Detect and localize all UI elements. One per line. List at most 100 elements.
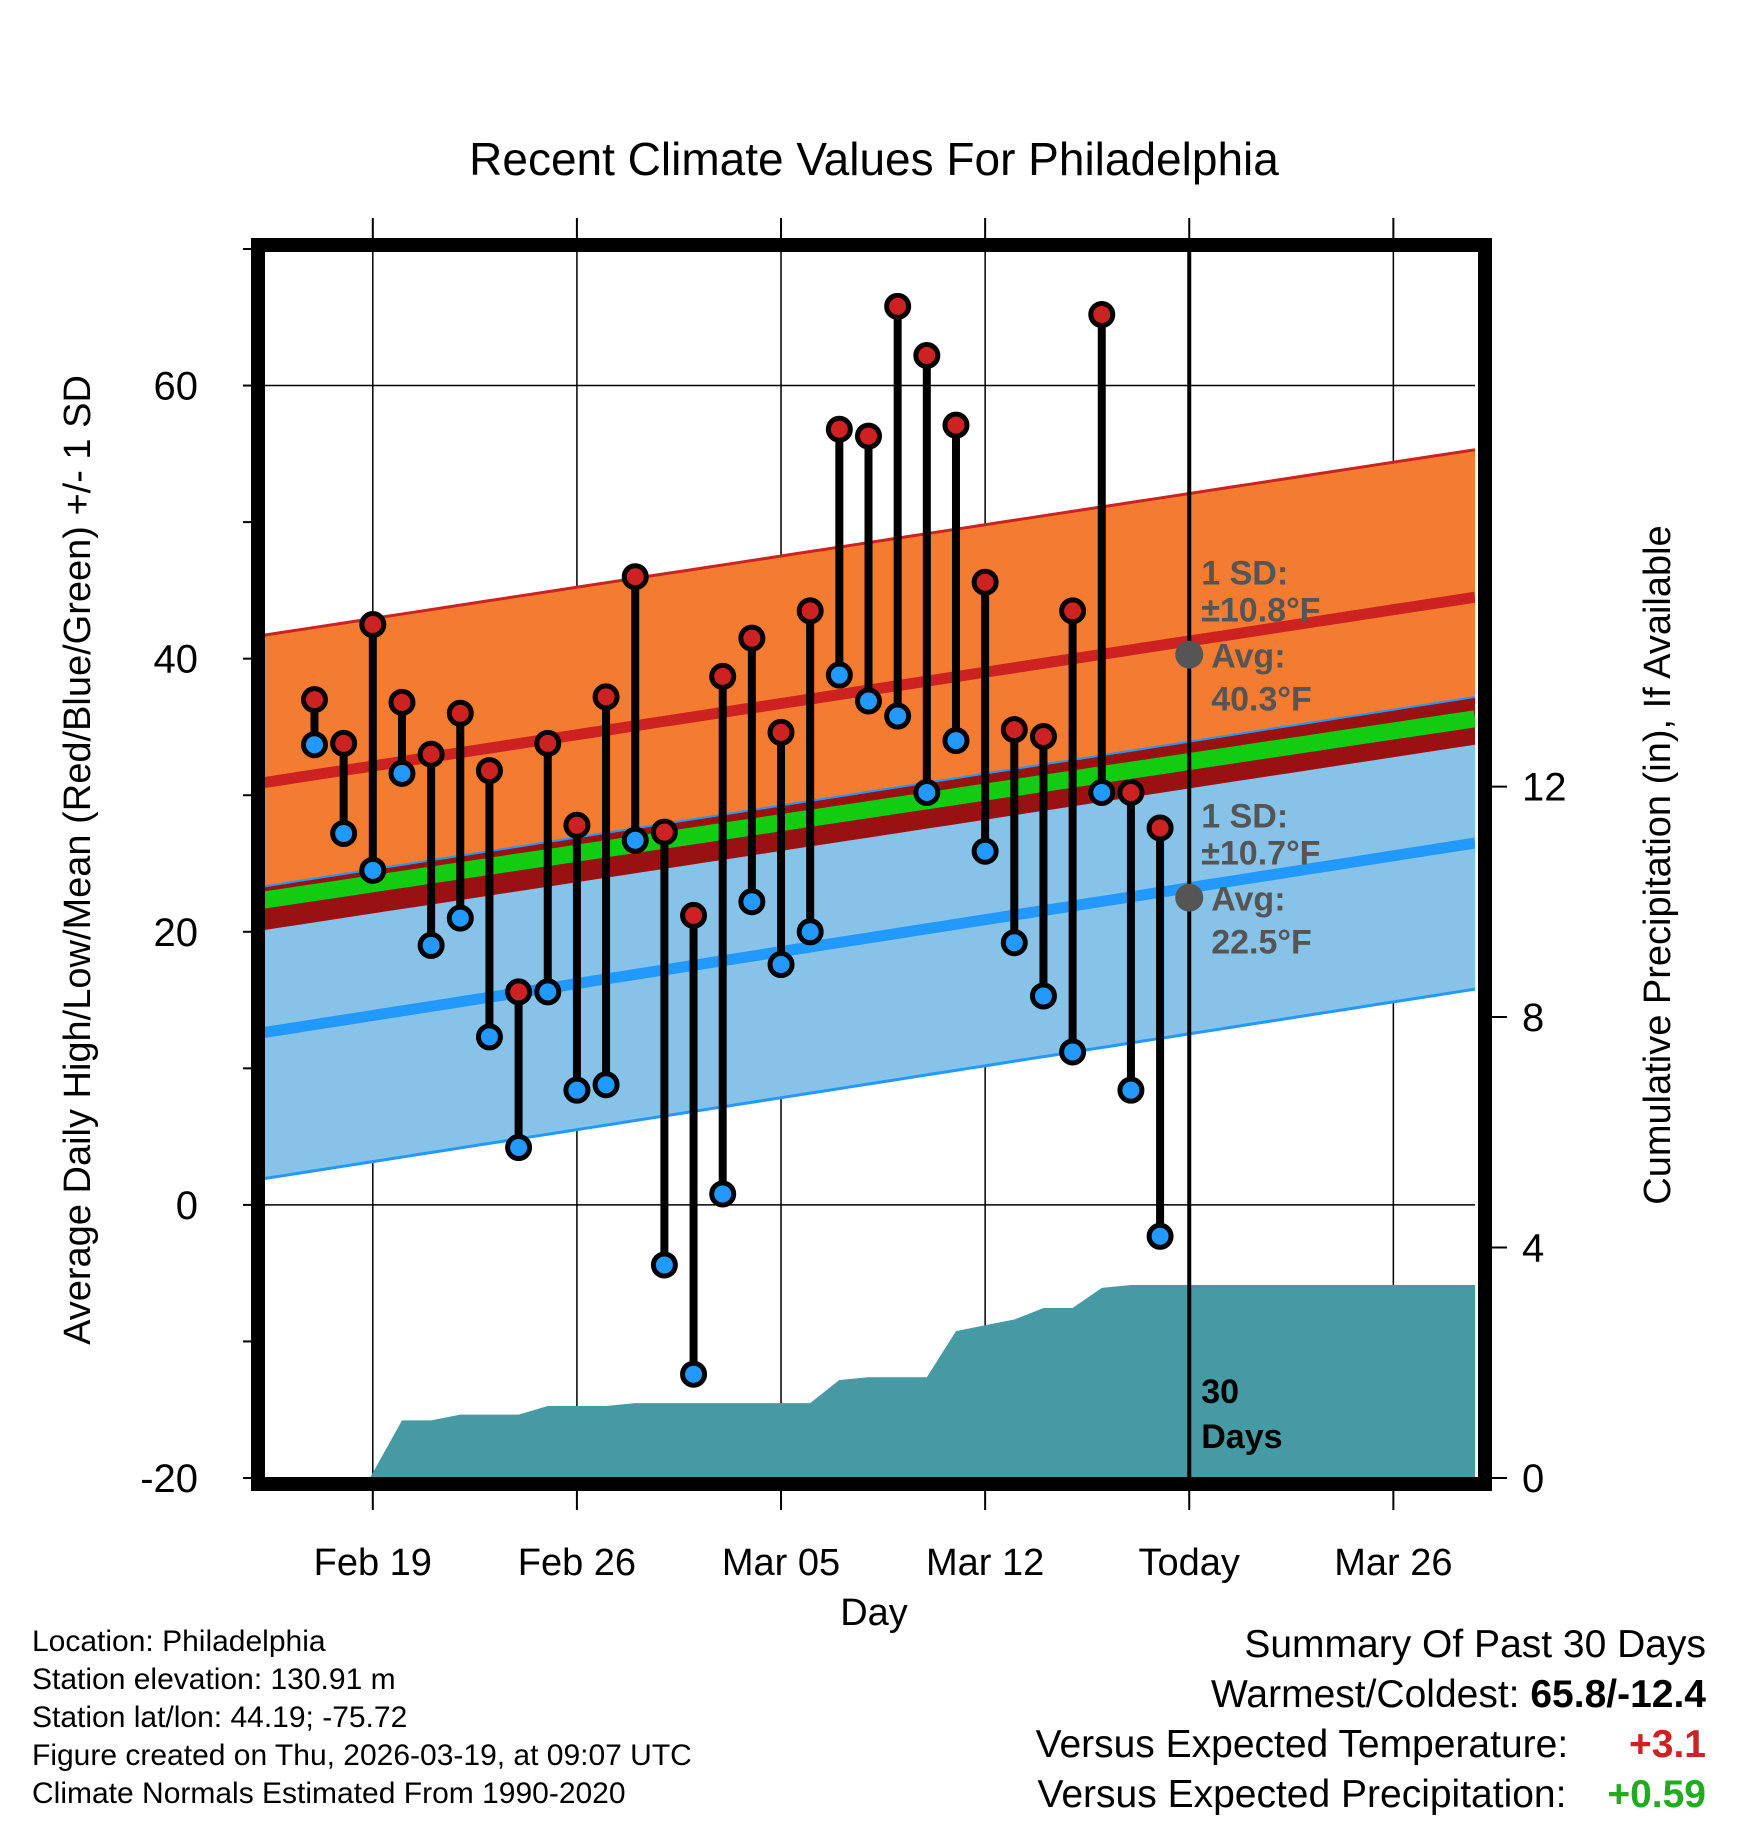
daily-low-point	[913, 778, 941, 806]
daily-high-point	[592, 683, 620, 711]
low-sd-lower-line	[262, 987, 1475, 1181]
daily-high-point	[563, 811, 591, 839]
daily-high-point	[1029, 723, 1057, 751]
daily-high-point	[884, 292, 912, 320]
daily-low-point	[825, 661, 853, 689]
daily-low-point	[1000, 929, 1028, 957]
daily-high-point	[738, 624, 766, 652]
daily-high-point	[388, 688, 416, 716]
daily-low-point	[796, 918, 824, 946]
annotation-line: Avg:	[1211, 881, 1285, 919]
annotation-line: 40.3°F	[1211, 681, 1312, 719]
x-tick-label: Mar 05	[722, 1542, 840, 1584]
daily-low-point	[300, 731, 328, 759]
daily-low-point	[1146, 1222, 1174, 1250]
daily-low-point	[1059, 1038, 1087, 1066]
y-tick-label: -20	[140, 1457, 198, 1501]
precip-label: Versus Expected Precipitation:	[1037, 1773, 1567, 1816]
precip-value: +0.59	[1607, 1773, 1706, 1816]
daily-high-point	[942, 411, 970, 439]
today-days-label-number: 30	[1201, 1373, 1239, 1411]
daily-high-point	[534, 729, 562, 757]
chart-title: Recent Climate Values For Philadelphia	[469, 133, 1279, 185]
warmest-value: 65.8/-12.4	[1530, 1673, 1706, 1716]
y2-tick-label: 0	[1522, 1457, 1544, 1501]
x-axis-label: Day	[840, 1592, 908, 1634]
daily-high-point	[1059, 597, 1087, 625]
temp-row: Versus Expected Temperature: +3.1	[1036, 1720, 1706, 1770]
x-tick-label: Feb 19	[314, 1542, 432, 1584]
daily-high-point	[855, 422, 882, 450]
daily-low-point	[446, 904, 474, 932]
elevation-text: Station elevation: 130.91 m	[32, 1663, 396, 1696]
daily-high-point	[417, 740, 445, 768]
summary-title: Summary Of Past 30 Days	[1244, 1623, 1706, 1666]
y-tick-label: 60	[154, 365, 199, 409]
normal-low-line	[262, 837, 1475, 1039]
daily-low-point	[855, 687, 882, 715]
daily-low-point	[592, 1071, 620, 1099]
daily-low-point	[738, 888, 766, 916]
x-tick-label: Mar 26	[1334, 1542, 1452, 1584]
daily-low-point	[709, 1180, 737, 1208]
annotation-line: ±10.8°F	[1201, 592, 1320, 630]
daily-high-point	[621, 563, 649, 591]
daily-high-point	[446, 699, 474, 727]
daily-low-point	[1088, 778, 1116, 806]
daily-low-point	[359, 856, 387, 884]
daily-high-point	[1000, 716, 1028, 744]
x-tick-label: Mar 12	[926, 1542, 1044, 1584]
daily-high-point	[971, 568, 999, 596]
temp-value: +3.1	[1629, 1723, 1706, 1766]
y2-tick-label: 8	[1522, 996, 1544, 1040]
daily-low-point	[1029, 982, 1057, 1010]
temp-label: Versus Expected Temperature:	[1035, 1723, 1569, 1766]
today-days-label-text: Days	[1201, 1418, 1282, 1456]
y2-tick-label: 4	[1522, 1227, 1544, 1271]
daily-low-point	[971, 837, 999, 865]
daily-high-point	[1088, 301, 1116, 329]
clipped-layer	[262, 249, 1475, 1478]
daily-high-point	[913, 342, 941, 370]
daily-high-point	[709, 662, 737, 690]
daily-high-point	[650, 818, 678, 846]
daily-low-point	[388, 759, 416, 787]
daily-high-point	[300, 686, 328, 714]
created-text: Figure created on Thu, 2026-03-19, at 09…	[32, 1739, 692, 1772]
annotation-line: ±10.7°F	[1201, 835, 1320, 873]
daily-high-point	[680, 901, 708, 929]
daily-low-point	[534, 978, 562, 1006]
latlon-text: Station lat/lon: 44.19; -75.72	[32, 1701, 408, 1734]
daily-high-point	[359, 611, 387, 639]
y-tick-label: 0	[176, 1184, 198, 1228]
daily-low-point	[563, 1076, 591, 1104]
daily-low-point	[417, 931, 445, 959]
y-axis-label: Average Daily High/Low/Mean (Red/Blue/Gr…	[57, 375, 99, 1345]
x-tick-label: Feb 26	[518, 1542, 636, 1584]
daily-low-point	[1117, 1076, 1145, 1104]
daily-low-point	[330, 819, 358, 847]
normal-annotation: 1 SD:±10.7°F Avg: 22.5°F	[1201, 798, 1320, 962]
daily-high-point	[1146, 814, 1174, 842]
daily-low-point	[767, 951, 795, 979]
y2-tick-label: 12	[1522, 766, 1567, 810]
y2-axis-label: Cumulative Precipitation (in), If Availa…	[1637, 525, 1679, 1204]
summary-panel: Summary Of Past 30 Days Warmest/Coldest:…	[1036, 1620, 1706, 1820]
y-tick-label: 20	[154, 911, 199, 955]
daily-high-point	[505, 978, 533, 1006]
normals-text: Climate Normals Estimated From 1990-2020	[32, 1777, 626, 1810]
normal-avg-marker	[1175, 640, 1204, 669]
station-info: Location: Philadelphia Station elevation…	[32, 1623, 692, 1813]
daily-high-point	[796, 597, 824, 625]
plot-frame	[251, 238, 1492, 1491]
precip-row: Versus Expected Precipitation: +0.59	[1036, 1770, 1707, 1820]
daily-low-point	[680, 1360, 708, 1388]
axes: -20 0 20 40 60 0 4 8 12 Feb 19 Feb 26 Mar 05 Mar 12 T…	[140, 218, 1567, 1584]
daily-high-point	[825, 415, 853, 443]
annotation-line: 1 SD:	[1201, 555, 1288, 593]
daily-low-point	[475, 1023, 503, 1051]
daily-low-point	[942, 727, 970, 755]
precip-area	[369, 1285, 1475, 1478]
annotation-line: 1 SD:	[1201, 798, 1288, 836]
warmest-row: Warmest/Coldest: 65.8/-12.4	[1036, 1670, 1706, 1720]
